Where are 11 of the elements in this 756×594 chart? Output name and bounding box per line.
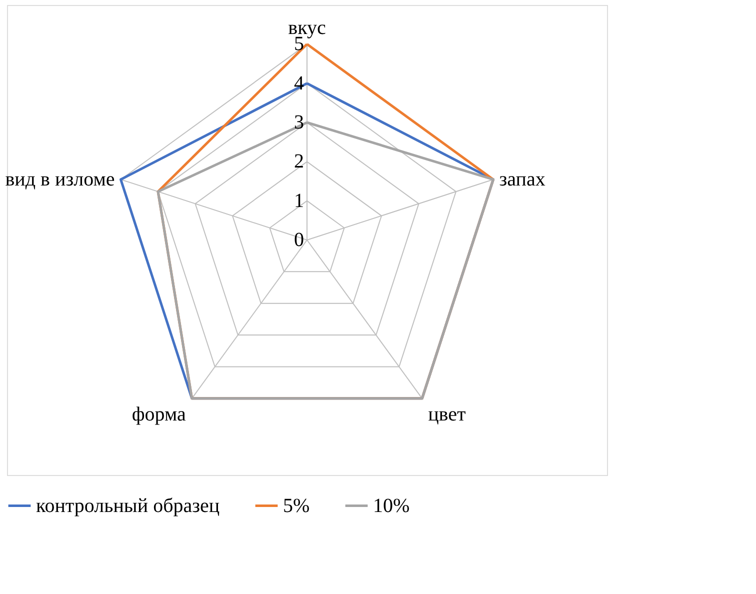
y-tick-label: 0 bbox=[294, 229, 304, 251]
y-tick-label: 2 bbox=[294, 150, 304, 173]
spoke-label: запах bbox=[499, 168, 546, 190]
y-tick-label: 3 bbox=[294, 112, 304, 134]
legend-label: контрольный образец bbox=[36, 494, 220, 517]
spoke-label: форма bbox=[132, 403, 186, 426]
spoke-label: вид в изломе bbox=[5, 168, 115, 190]
spoke-label: цвет bbox=[428, 403, 466, 426]
legend-label: 10% bbox=[373, 494, 410, 517]
legend-label: 5% bbox=[283, 494, 310, 517]
y-tick-label: 1 bbox=[294, 190, 304, 212]
